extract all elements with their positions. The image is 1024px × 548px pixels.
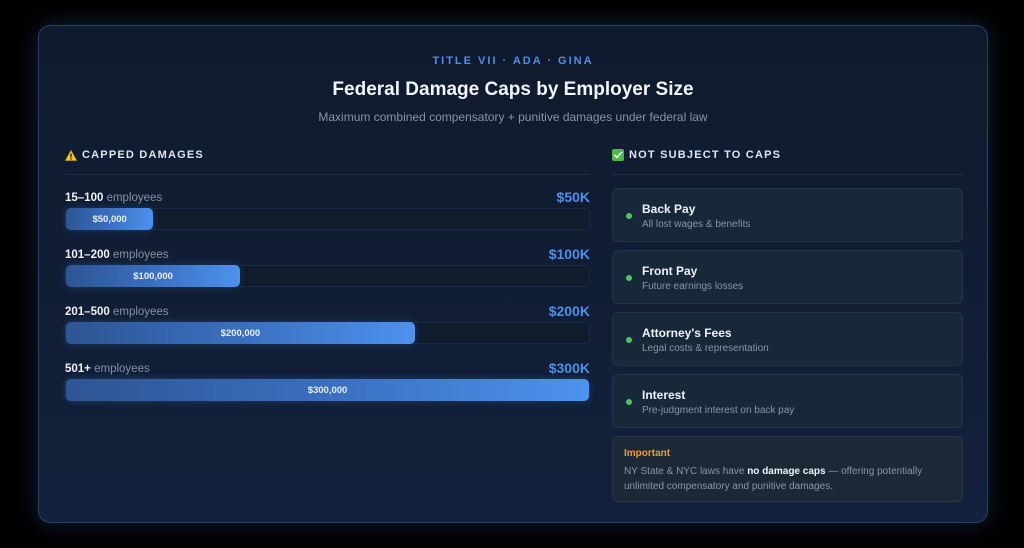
tier-label: 501+ employees [65,363,150,375]
item-title: Front Pay [642,264,698,278]
uncapped-list: Back Pay All lost wages & benefits Front… [612,188,963,502]
tier-range: 15–100 [65,192,104,204]
note-title: Important [624,448,671,459]
status-dot-icon [626,275,632,281]
tier-amount: $300K [548,360,590,376]
tier-unit: employees [106,192,163,204]
item-description: Future earnings losses [642,281,744,292]
eyebrow-label: TITLE VII · ADA · GINA [432,55,594,67]
bar-value: $50,000 [92,213,127,225]
section-divider [612,174,963,175]
page-title: Federal Damage Caps by Employer Size [332,79,694,100]
note-text: NY State & NYC laws have [624,466,748,477]
status-dot-icon [626,337,632,343]
capped-damages-heading-text: CAPPED DAMAGES [82,149,204,161]
note-body: NY State & NYC laws have no damage caps … [624,464,951,494]
important-note: Important NY State & NYC laws have no da… [612,436,963,502]
tier-unit: employees [94,363,150,375]
tier-row: 15–100 employees $50K $50,000 [65,189,590,249]
note-emphasis: no damage caps [747,466,826,477]
status-dot-icon [626,213,632,219]
list-item: Back Pay All lost wages & benefits [612,188,963,242]
item-title: Attorney's Fees [642,326,732,340]
bar-track: $300,000 [65,379,590,401]
bar-fill: $100,000 [66,265,241,287]
damage-caps-card: TITLE VII · ADA · GINA Federal Damage Ca… [38,25,988,523]
tier-label: 201–500 employees [65,306,169,318]
item-title: Interest [642,388,686,402]
tier-amount: $50K [556,189,590,205]
bar-track: $200,000 [65,322,590,344]
list-item: Interest Pre-judgment interest on back p… [612,374,963,428]
bar-value: $200,000 [220,327,261,339]
tier-label: 101–200 employees [65,249,169,261]
uncapped-heading: NOT SUBJECT TO CAPS [612,148,963,162]
note-text: — offering potentially unlimited compens… [624,466,923,492]
check-icon [612,149,624,161]
tier-label: 15–100 employees [65,192,162,204]
list-item: Attorney's Fees Legal costs & representa… [612,312,963,366]
capped-damages-heading: CAPPED DAMAGES [65,148,590,162]
tier-row: 101–200 employees $100K $100,000 [65,246,590,306]
bar-value: $300,000 [307,384,348,396]
warning-icon [65,149,77,161]
bar-track: $50,000 [65,208,590,230]
item-description: Legal costs & representation [642,343,769,354]
tier-range: 101–200 [65,249,110,261]
tier-amount: $200K [548,303,590,319]
list-item: Front Pay Future earnings losses [612,250,963,304]
bar-fill: $200,000 [66,322,415,344]
bar-fill: $300,000 [66,379,589,401]
tier-unit: employees [112,249,169,261]
tier-range: 501+ [65,363,91,375]
status-dot-icon [626,399,632,405]
item-description: All lost wages & benefits [642,219,751,230]
item-title: Back Pay [642,202,696,216]
bar-fill: $50,000 [66,208,154,230]
uncapped-heading-text: NOT SUBJECT TO CAPS [629,149,782,161]
page-subtitle: Maximum combined compensatory + punitive… [318,110,708,124]
capped-damages-section: CAPPED DAMAGES 15–100 employees $50K $50… [65,148,590,420]
tier-amount: $100K [548,246,590,262]
tier-range: 201–500 [65,306,110,318]
item-description: Pre-judgment interest on back pay [642,405,795,416]
tier-row: 201–500 employees $200K $200,000 [65,303,590,363]
tier-unit: employees [112,306,169,318]
bar-value: $100,000 [133,270,173,282]
bar-track: $100,000 [65,265,590,287]
tier-row: 501+ employees $300K $300,000 [65,360,590,420]
section-divider [65,174,590,175]
uncapped-section: NOT SUBJECT TO CAPS Back Pay All lost wa… [612,148,963,502]
